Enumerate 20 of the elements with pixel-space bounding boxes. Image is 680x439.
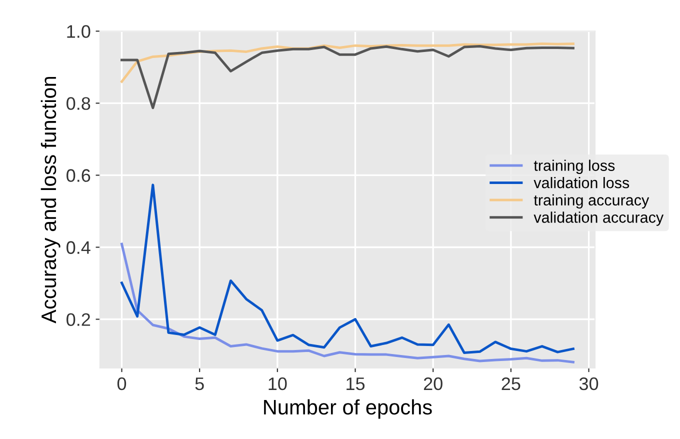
legend-label: validation loss	[534, 177, 630, 188]
x-tick-label: 15	[346, 378, 365, 390]
x-tick-label: 5	[195, 378, 204, 390]
line-series	[120, 242, 574, 364]
x-axis-title: Number of epochs	[264, 399, 432, 419]
y-tick-label: 0.6	[66, 169, 90, 182]
line-series	[120, 45, 574, 110]
legend-label: validation accuracy	[534, 212, 664, 226]
x-tick-label: 25	[502, 377, 520, 390]
y-tick-label: 0.4	[66, 241, 90, 254]
y-tick-label: 1.0	[67, 25, 90, 38]
x-tick-label: 20	[424, 377, 442, 390]
y-tick-label: 0.8	[66, 97, 90, 110]
x-tick-label: 10	[268, 377, 287, 390]
legend-label: training loss	[534, 160, 615, 174]
y-tick-label: 0.2	[66, 313, 90, 326]
x-tick-label: 0	[117, 377, 126, 390]
legend-label: training accuracy	[534, 194, 650, 209]
y-axis-title: Accuracy and loss function	[40, 76, 60, 324]
x-tick-label: 30	[579, 377, 598, 390]
